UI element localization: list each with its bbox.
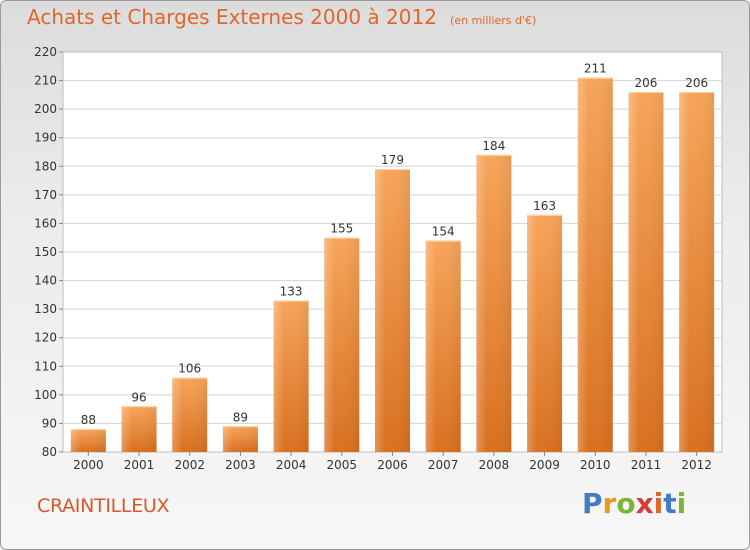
bar-value-label: 206: [635, 76, 658, 90]
bar-value-label: 88: [81, 413, 96, 427]
bar-shading: [425, 240, 461, 452]
x-tick-label: 2011: [631, 458, 662, 472]
bar-value-label: 211: [584, 62, 607, 76]
bar-value-label: 106: [178, 362, 201, 376]
bar-shading: [222, 426, 258, 452]
y-tick-label: 150: [34, 245, 57, 259]
chart-title-block: Achats et Charges Externes 2000 à 2012 (…: [27, 5, 536, 29]
bar-value-label: 206: [685, 76, 708, 90]
bar-value-label: 96: [131, 390, 146, 404]
y-tick-label: 110: [34, 359, 57, 373]
x-axis: 2000 2001 2002 2003 2004 2005 2006 2007 2008 2009…: [73, 452, 712, 472]
x-tick-label: 2003: [225, 458, 256, 472]
y-tick-label: 200: [34, 102, 57, 116]
y-tick-label: 80: [42, 445, 57, 459]
proxiti-logo: Proxiti: [582, 487, 687, 520]
y-tick-label: 140: [34, 274, 57, 288]
x-tick-label: 2007: [428, 458, 459, 472]
y-tick-label: 210: [34, 74, 57, 88]
y-tick-label: 190: [34, 131, 57, 145]
bar-value-label: 184: [482, 139, 505, 153]
y-tick-label: 130: [34, 302, 57, 316]
bar-value-label: 179: [381, 153, 404, 167]
bar-shading: [121, 406, 157, 452]
chart-unit: (en milliers d'€): [450, 14, 537, 27]
x-tick-label: 2009: [529, 458, 560, 472]
bar-shading: [70, 429, 106, 452]
bar-shading: [172, 377, 208, 452]
x-tick-label: 2012: [681, 458, 712, 472]
x-tick-label: 2001: [124, 458, 155, 472]
y-tick-label: 170: [34, 188, 57, 202]
bar-shading: [375, 169, 410, 452]
y-tick-label: 120: [34, 331, 57, 345]
bar-shading: [679, 92, 715, 452]
y-axis: 80 90 100 110 120 130 140 150 160 170 180 190 200 210…: [34, 45, 63, 459]
bar-shading: [476, 154, 512, 452]
y-tick-label: 90: [42, 416, 57, 430]
x-tick-label: 2004: [276, 458, 307, 472]
x-tick-label: 2002: [174, 458, 205, 472]
y-tick-label: 100: [34, 388, 57, 402]
bar-value-label: 154: [432, 225, 455, 239]
bar-value-label: 155: [330, 222, 353, 236]
x-tick-label: 2000: [73, 458, 104, 472]
bar-shading: [273, 300, 309, 452]
chart-title: Achats et Charges Externes 2000 à 2012: [27, 5, 437, 29]
x-tick-label: 2005: [327, 458, 358, 472]
x-tick-label: 2008: [479, 458, 510, 472]
bar-shading: [628, 92, 664, 452]
y-tick-label: 160: [34, 216, 57, 230]
city-name: CRAINTILLEUX: [37, 495, 170, 517]
bar-value-label: 163: [533, 199, 556, 213]
bar-value-label: 133: [280, 285, 303, 299]
bar-shading: [527, 214, 563, 452]
bar-shading: [324, 237, 360, 452]
bars: 88 96 106 89 133 155 179 154 184 163 211 206 206: [70, 62, 715, 452]
x-tick-label: 2010: [580, 458, 611, 472]
bar-shading: [577, 77, 613, 452]
y-tick-label: 180: [34, 159, 57, 173]
x-tick-label: 2006: [377, 458, 408, 472]
y-tick-label: 220: [34, 45, 57, 59]
bar-value-label: 89: [233, 410, 248, 424]
